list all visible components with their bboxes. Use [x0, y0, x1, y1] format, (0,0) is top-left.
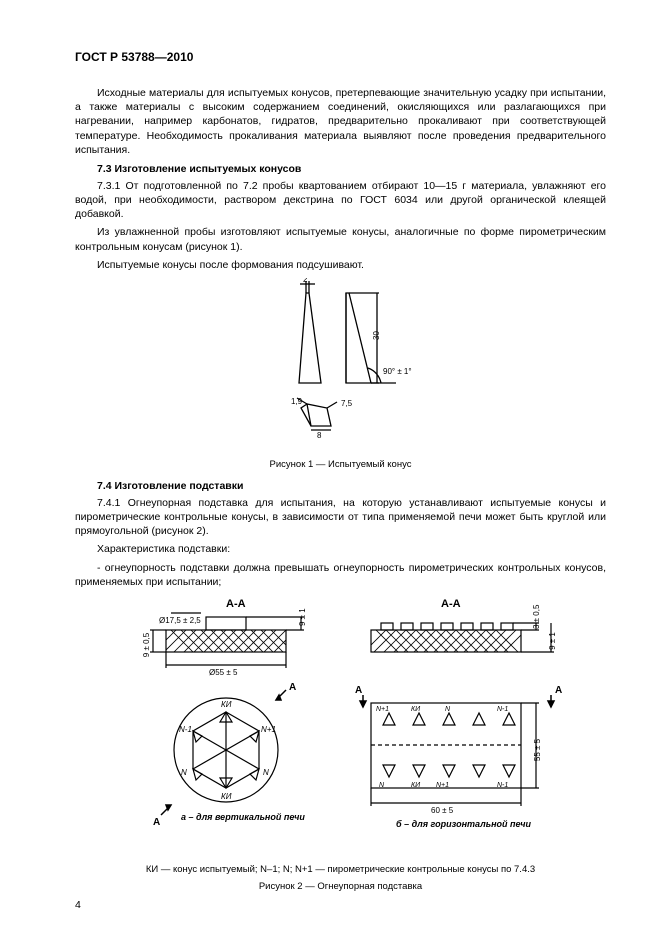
fig2-n-l: N — [181, 768, 187, 777]
fig2-nm1-l: N-1 — [179, 725, 192, 734]
para-7-4-1: 7.4.1 Огнеупорная подставка для испытани… — [75, 496, 606, 539]
intro-para: Исходные материалы для испытуемых конусо… — [75, 86, 606, 157]
fig2-arrow-a-tr: А — [289, 682, 296, 693]
fig2-ki-rt: КИ — [411, 706, 421, 713]
para-7-4-1c: - огнеупорность подставки должна превыша… — [75, 561, 606, 589]
fig2-arrow-a-bl: А — [153, 817, 160, 828]
fig1-dim-angle: 90° ± 1° — [383, 367, 412, 376]
figure-1-caption: Рисунок 1 — Испытуемый конус — [75, 459, 606, 470]
fig1-dim-br: 7,5 — [341, 399, 353, 408]
fig2-h-plan-r: 55 ± 5 — [533, 738, 542, 761]
fig1-dim-top: 2 — [303, 278, 308, 284]
fig2-nm1-rt: N-1 — [497, 706, 508, 713]
fig2-np1-r: N+1 — [261, 725, 276, 734]
fig2-h-top: 9 ± 1 — [298, 608, 307, 626]
section-7-4: 7.4 Изготовление подставки — [75, 480, 606, 492]
fig2-h-top-r: 3 ± 0,5 — [532, 604, 541, 629]
fig2-ki-t: КИ — [221, 700, 232, 709]
fig2-h-side: 9 ± 0,5 — [142, 632, 151, 657]
fig1-dim-bl: 1,9 — [291, 397, 303, 406]
fig2-left-sub: а – для вертикальной печи — [181, 812, 305, 822]
para-7-3-1b: Из увлажненной пробы изготовляют испытуе… — [75, 225, 606, 253]
fig2-n-r: N — [263, 768, 269, 777]
figure-2: А-А — [75, 595, 606, 860]
fig2-h-side-r: 9 ± 1 — [548, 632, 557, 650]
fig2-w-r: 60 ± 5 — [431, 806, 454, 815]
fig2-right-sub: б – для горизонтальной печи — [396, 819, 532, 829]
fig2-ki-b: КИ — [221, 792, 232, 801]
figure-2-legend: КИ — конус испытуемый; N–1; N; N+1 — пир… — [75, 864, 606, 875]
para-7-4-1b: Характеристика подставки: — [75, 542, 606, 556]
para-7-3-1c: Испытуемые конусы после формования подсу… — [75, 258, 606, 272]
fig2-n-rt: N — [445, 706, 451, 713]
figure-1: 2 30 90° ± 1° 1,9 7,5 8 — [75, 278, 606, 453]
fig2-np1-rb: N+1 — [436, 782, 449, 789]
fig1-dim-h: 30 — [372, 330, 381, 339]
fig2-np1-rt: N+1 — [376, 706, 389, 713]
fig1-dim-base: 8 — [317, 431, 322, 440]
fig2-section-left: А-А — [226, 598, 246, 610]
section-7-3: 7.3 Изготовление испытуемых конусов — [75, 163, 606, 175]
fig2-d-base: Ø55 ± 5 — [209, 668, 238, 677]
para-7-3-1: 7.3.1 От подготовленной по 7.2 пробы ква… — [75, 179, 606, 222]
doc-header: ГОСТ Р 53788—2010 — [75, 50, 606, 64]
fig2-nm1-rb: N-1 — [497, 782, 508, 789]
fig2-arrow-a-l2: А — [355, 685, 362, 696]
fig2-section-right: А-А — [441, 598, 461, 610]
figure-2-caption: Рисунок 2 — Огнеупорная подставка — [75, 881, 606, 892]
fig2-ki-rb: КИ — [411, 782, 421, 789]
fig2-arrow-a-r2: А — [555, 685, 562, 696]
page-number: 4 — [75, 899, 81, 911]
fig2-d-hole: Ø17,5 ± 2,5 — [159, 616, 201, 625]
